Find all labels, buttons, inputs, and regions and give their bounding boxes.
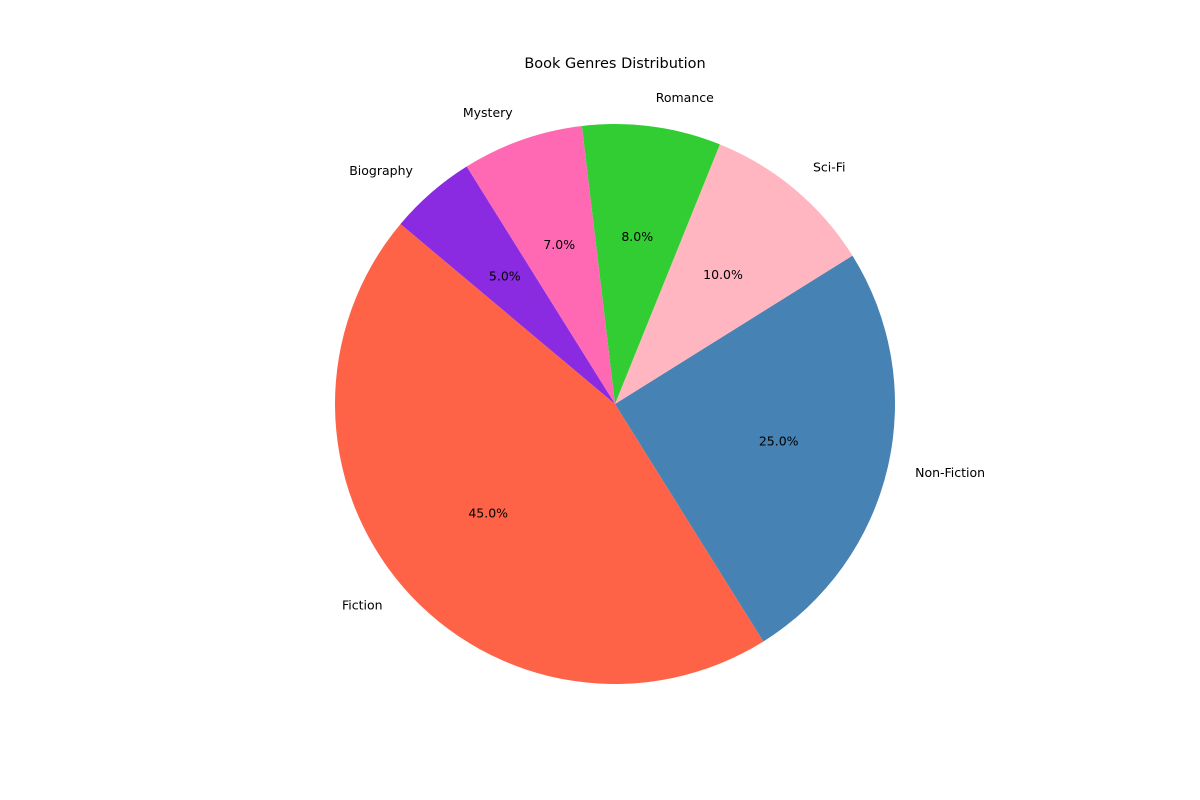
slice-percent-label: 25.0% (759, 433, 799, 448)
slice-label: Fiction (342, 598, 383, 613)
slice-label: Non-Fiction (915, 465, 985, 480)
pie-slice-fiction (335, 224, 764, 684)
slice-percent-label: 45.0% (468, 506, 508, 521)
pie-slice-sci-fi (615, 144, 853, 404)
chart-title: Book Genres Distribution (524, 56, 705, 72)
pie-slice-mystery (466, 125, 615, 404)
slice-label: Sci-Fi (813, 160, 846, 175)
slice-percent-label: 7.0% (543, 237, 575, 252)
pie-slices (335, 124, 895, 684)
pie-slice-biography (400, 166, 615, 404)
pie-slice-romance (581, 124, 720, 405)
pie-slice-non-fiction (615, 255, 895, 642)
slice-label: Romance (656, 90, 714, 105)
slice-percent-label: 8.0% (621, 229, 653, 244)
pie-labels: Fiction 45.0% Non-Fiction 25.0% Sci-Fi 10.0% R… (342, 90, 985, 612)
slice-percent-label: 10.0% (703, 267, 743, 282)
slice-label: Mystery (463, 105, 513, 120)
slice-label: Biography (349, 163, 413, 178)
slice-percent-label: 5.0% (489, 269, 521, 284)
